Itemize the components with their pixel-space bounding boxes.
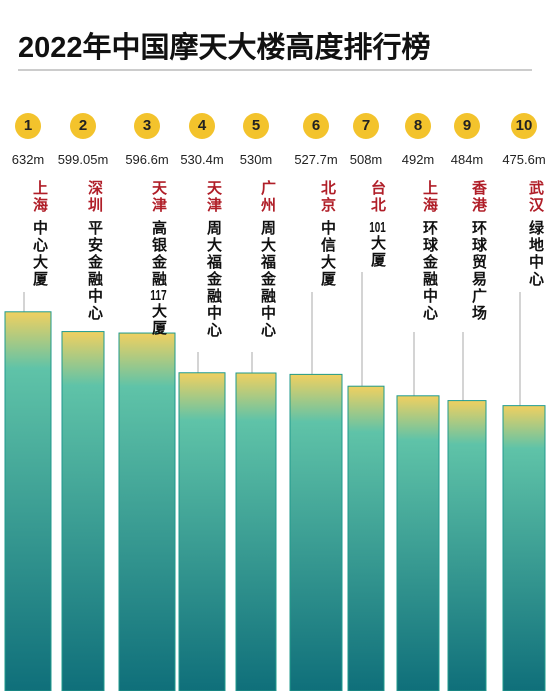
city-label: 上海 bbox=[421, 180, 438, 214]
rank-badge: 9 bbox=[454, 113, 480, 139]
building bbox=[502, 405, 546, 691]
city-label: 台北 bbox=[369, 180, 386, 214]
rank-badge: 10 bbox=[511, 113, 537, 139]
building-name: 中心大厦 bbox=[31, 220, 48, 288]
building-name: 中信大厦 bbox=[319, 220, 336, 288]
building-name: 平安金融中心 bbox=[86, 220, 103, 322]
city-label: 天津 bbox=[205, 180, 222, 214]
rank-badge: 3 bbox=[134, 113, 160, 139]
building bbox=[347, 385, 385, 691]
chart-title: 2022年中国摩天大楼高度排行榜 bbox=[18, 32, 431, 64]
value-label: 492m bbox=[401, 152, 435, 167]
building bbox=[118, 332, 176, 691]
city-label: 深圳 bbox=[86, 180, 103, 214]
value-label: 530.4m bbox=[180, 152, 224, 167]
rank-badge: 8 bbox=[405, 113, 431, 139]
value-label: 599.05m bbox=[57, 152, 109, 167]
rank-badge: 1 bbox=[15, 113, 41, 139]
building-name: 绿地中心 bbox=[527, 220, 544, 288]
city-label: 武汉 bbox=[527, 180, 544, 214]
building bbox=[235, 372, 277, 691]
value-label: 530m bbox=[239, 152, 273, 167]
building-name: 周大福金融中心 bbox=[259, 220, 276, 339]
building bbox=[447, 400, 487, 691]
value-label: 596.6m bbox=[125, 152, 169, 167]
building-name: 周大福金融中心 bbox=[205, 220, 222, 339]
building-name: 环球金融中心 bbox=[421, 220, 438, 322]
city-label: 上海 bbox=[31, 180, 48, 214]
building bbox=[4, 311, 52, 691]
value-label: 484m bbox=[450, 152, 484, 167]
rank-badge: 4 bbox=[189, 113, 215, 139]
rank-badge: 2 bbox=[70, 113, 96, 139]
value-label: 508m bbox=[349, 152, 383, 167]
city-label: 香港 bbox=[470, 180, 487, 214]
building bbox=[178, 372, 226, 691]
city-label: 天津 bbox=[150, 180, 167, 214]
building bbox=[61, 331, 105, 691]
rank-badge: 5 bbox=[243, 113, 269, 139]
value-label: 632m bbox=[11, 152, 45, 167]
building-name: 环球贸易广场 bbox=[470, 220, 487, 322]
value-label: 527.7m bbox=[294, 152, 338, 167]
rank-badge: 7 bbox=[353, 113, 379, 139]
building-name: 高银金融117大厦 bbox=[150, 220, 167, 337]
city-label: 北京 bbox=[319, 180, 336, 214]
rank-badge: 6 bbox=[303, 113, 329, 139]
building bbox=[289, 373, 343, 691]
building-name: 101大厦 bbox=[369, 220, 386, 269]
value-label: 475.6m bbox=[502, 152, 546, 167]
city-label: 广州 bbox=[259, 180, 276, 214]
building bbox=[396, 395, 440, 691]
